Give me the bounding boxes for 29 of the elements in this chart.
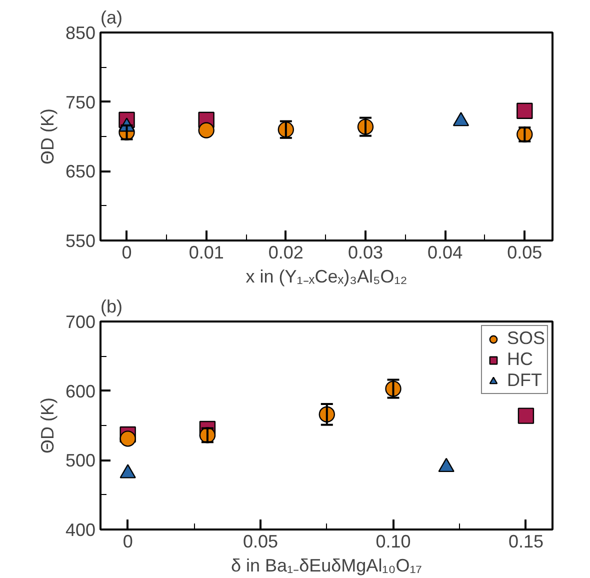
x-tick-label: 0.05 — [507, 242, 542, 262]
y-tick-label: 400 — [65, 520, 96, 540]
y-axis-title: ΘD (K) — [37, 398, 58, 454]
x-tick-label: 0 — [122, 532, 133, 552]
x-tick-label: 0.03 — [348, 242, 384, 262]
legend-label: HC — [506, 349, 533, 370]
x-tick-label: 0.10 — [376, 532, 411, 552]
x-tick-label: 0 — [122, 242, 132, 262]
y-tick-label: 600 — [65, 381, 96, 402]
x-axis-title: x in (Y₁₋ₓCeₓ)₃Al₅O₁₂ — [246, 266, 408, 286]
y-tick-label: 850 — [65, 23, 96, 43]
legend-label: DFT — [506, 370, 542, 391]
x-tick-label: 0.01 — [188, 242, 224, 262]
x-tick-label: 0.15 — [508, 532, 544, 552]
x-tick-label: 0.02 — [268, 242, 304, 262]
y-tick-label: 750 — [65, 92, 96, 112]
y-tick-label: 550 — [65, 231, 96, 251]
point — [516, 102, 533, 119]
chart-title: (a) — [100, 8, 122, 28]
y-tick-label: 500 — [65, 450, 96, 471]
chart-title: (b) — [100, 296, 122, 316]
x-axis-title: δ in Ba₁₋δEuδMgAl₁₀O₁₇ — [231, 556, 422, 576]
legend-label: SOS — [506, 328, 545, 349]
y-tick-label: 650 — [65, 162, 96, 182]
x-tick-label: 0.04 — [428, 242, 463, 262]
x-tick-label: 0.05 — [243, 532, 278, 552]
y-axis-title: ΘD (K) — [37, 108, 58, 164]
y-tick-label: 700 — [65, 312, 96, 332]
point — [198, 122, 214, 138]
